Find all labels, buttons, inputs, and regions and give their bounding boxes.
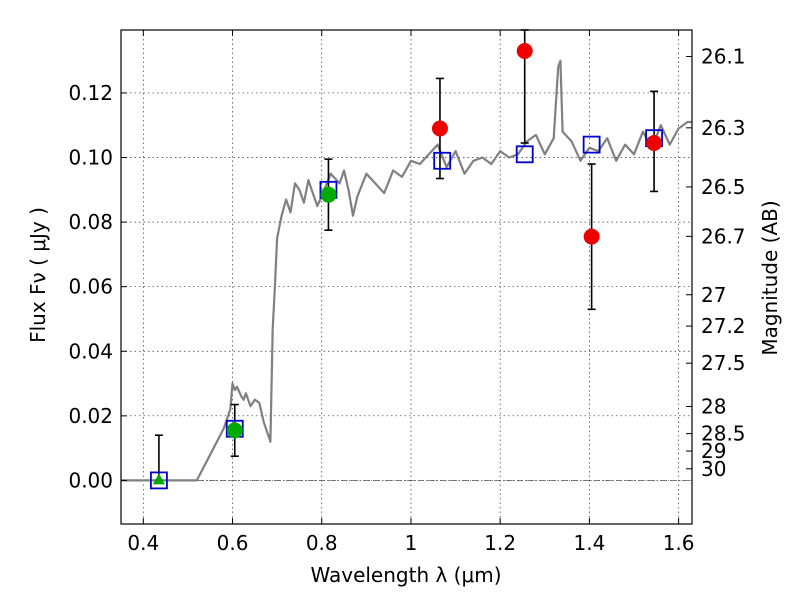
x-tick-label: 0.6	[217, 531, 249, 555]
model-flux-square	[515, 145, 534, 164]
magnitude-tick-label: 27.5	[701, 351, 746, 375]
template-spectrum	[121, 59, 692, 482]
observed-flux-point	[320, 186, 337, 203]
magnitude-tick-label: 30	[701, 457, 726, 481]
y-tick-label: 0.10	[68, 146, 113, 170]
observed-fluxes	[152, 42, 663, 485]
magnitude-tick-label: 29	[701, 439, 726, 463]
model-flux-square	[150, 471, 168, 490]
y-tick-label: 0.08	[68, 210, 113, 234]
magnitude-tick-label: 26.7	[701, 224, 746, 248]
magnitude-tick-label: 27	[701, 283, 726, 307]
model-flux-square	[582, 135, 601, 154]
magnitude-tick-label: 27.2	[701, 314, 746, 338]
y-tick-label: 0.12	[68, 81, 113, 105]
axis-ticks	[121, 30, 692, 524]
grid-lines	[121, 30, 692, 524]
observed-flux-point	[516, 42, 533, 59]
magnitude-tick-label: 26.3	[701, 116, 746, 140]
y-axis-label: Flux Fν ( μJy )	[26, 207, 50, 343]
y-tick-labels: 0.00 0.02 0.04 0.06 0.08 0.10 0.12	[68, 81, 113, 492]
magnitude-axis-label: Magnitude (AB)	[758, 200, 782, 355]
observed-flux-point	[226, 422, 243, 439]
x-tick-label: 0.8	[306, 531, 338, 555]
observed-flux-point	[431, 120, 448, 137]
x-axis-label: Wavelength λ (μm)	[310, 563, 501, 587]
y-tick-label: 0.06	[68, 275, 113, 299]
magnitude-tick-label: 28.5	[701, 422, 746, 446]
x-tick-label: 1.6	[663, 531, 695, 555]
x-tick-label: 1	[405, 531, 418, 555]
plot-frame	[120, 29, 693, 525]
observed-flux-point	[646, 135, 663, 152]
x-tick-labels: 0.4 0.6 0.8 1 1.2 1.4 1.6	[127, 531, 694, 555]
x-tick-label: 1.2	[484, 531, 516, 555]
upper-limit-triangle	[152, 473, 165, 485]
spectrum-line	[121, 59, 692, 482]
y-tick-label: 0.02	[68, 404, 113, 428]
model-flux-square	[433, 151, 452, 170]
x-tick-label: 0.4	[127, 531, 159, 555]
x-tick-label: 1.4	[573, 531, 605, 555]
magnitude-tick-label: 26.5	[701, 175, 746, 199]
y-tick-label: 0.04	[68, 339, 113, 363]
y-tick-label: 0.00	[68, 468, 113, 492]
magnitude-tick-label: 28	[701, 394, 726, 418]
observed-flux-point	[583, 228, 600, 245]
magnitude-tick-label: 26.1	[701, 44, 746, 68]
